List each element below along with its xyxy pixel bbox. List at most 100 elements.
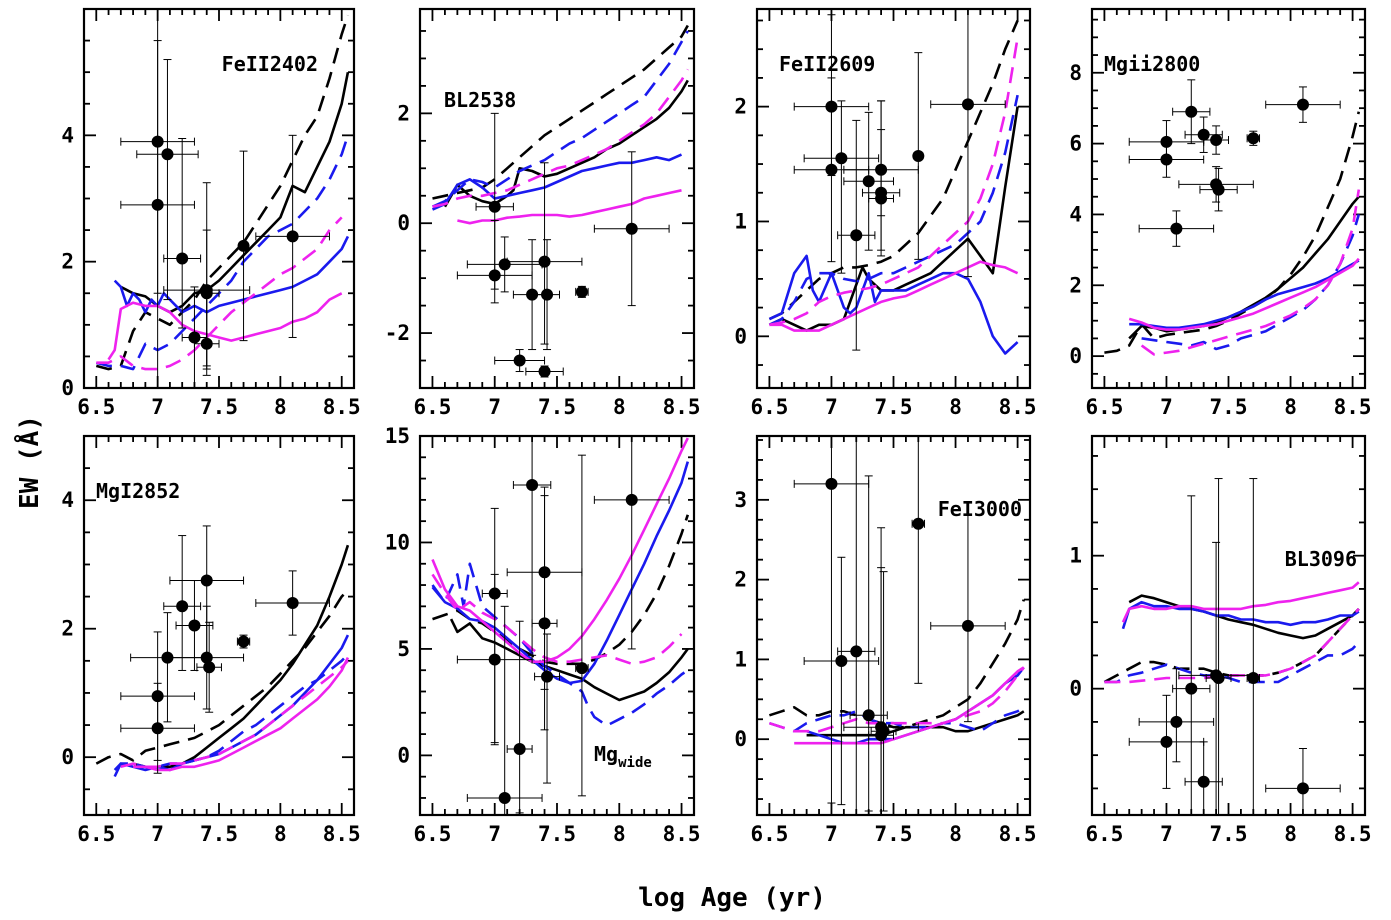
- data-point: [1212, 183, 1225, 196]
- y-tick-label: -2: [385, 321, 410, 345]
- data-point: [961, 619, 974, 632]
- y-tick-label: 1: [734, 209, 747, 233]
- y-tick-label: 6: [1069, 132, 1082, 156]
- y-tick-label: 2: [734, 95, 747, 119]
- data-point: [1210, 134, 1223, 147]
- data-point: [875, 192, 888, 205]
- y-tick-label: 0: [397, 743, 410, 767]
- data-points: [1128, 478, 1341, 815]
- y-tick-label: 10: [385, 530, 410, 554]
- y-tick-label: 2: [61, 617, 74, 641]
- data-point: [1185, 682, 1198, 695]
- x-tick-label: 8: [949, 395, 962, 419]
- x-axis-title: log Age (yr): [638, 883, 826, 913]
- x-tick-label: 7: [488, 395, 501, 419]
- x-tick-label: 8: [949, 822, 962, 846]
- series-line-magenta-solid: [769, 260, 1019, 332]
- series-line-blue-solid: [1121, 600, 1360, 630]
- x-tick-label: 7: [151, 395, 164, 419]
- panel-4: 6.5 7 7.5 8 8.5 0 2 4 6 8 Mgii2800: [1069, 7, 1372, 419]
- series-line-black-dashed: [95, 589, 349, 765]
- y-tick-label: 8: [1069, 61, 1082, 85]
- data-point: [188, 619, 201, 632]
- data-point: [151, 722, 164, 735]
- series-line-black-solid: [132, 544, 350, 769]
- panel-label: FeII2402: [222, 52, 318, 76]
- y-tick-label: 2: [1069, 273, 1082, 297]
- x-tick-label: 7: [151, 822, 164, 846]
- data-point: [200, 651, 213, 664]
- series-line-magenta-solid: [1121, 581, 1360, 623]
- series-line-magenta-dashed: [432, 68, 689, 208]
- data-point: [538, 255, 551, 268]
- data-point: [1296, 782, 1309, 795]
- series-line-blue-solid: [768, 254, 1019, 355]
- plot-frame: [82, 7, 356, 390]
- plot-frame: [755, 7, 1032, 390]
- data-point: [1212, 672, 1225, 685]
- data-point: [1197, 775, 1210, 788]
- series-line-magenta-dashed: [769, 666, 1025, 733]
- x-tick-label: 6.5: [77, 395, 115, 419]
- series-line-magenta-solid: [794, 666, 1025, 745]
- data-point: [203, 661, 216, 674]
- data-points: [793, 9, 1006, 351]
- y-tick-label: 0: [734, 727, 747, 751]
- data-point: [286, 597, 299, 610]
- x-tick-label: 8.5: [663, 395, 701, 419]
- x-tick-label: 8.5: [323, 395, 361, 419]
- series-line-blue-dashed: [1104, 641, 1360, 684]
- panel-8: 6.5 7 7.5 8 8.5 0 1 BL3096: [1069, 434, 1372, 846]
- x-tick-label: 8: [1284, 822, 1297, 846]
- x-tick-label: 6.5: [1085, 395, 1123, 419]
- plot-frame: [755, 434, 1032, 817]
- data-point: [835, 152, 848, 165]
- y-tick-label: 3: [734, 488, 747, 512]
- panel-3: 6.5 7 7.5 8 8.5 0 1 2 FeII2609: [734, 7, 1037, 419]
- panel-7: 6.5 7 7.5 8 8.5 0 1 2 3 FeI3000: [734, 434, 1037, 846]
- series-line-black-dashed: [95, 14, 350, 371]
- x-tick-label: 7.5: [1210, 822, 1248, 846]
- data-point: [488, 269, 501, 282]
- data-points: [120, 9, 330, 388]
- panels: 6.5 7 7.5 8 8.5 0 2 4 FeII2402 6.5 7 7.5 8 8.5 -2 0 2 BL2…: [61, 7, 1372, 846]
- data-point: [1170, 715, 1183, 728]
- x-tick-label: 7.5: [1210, 395, 1248, 419]
- data-point: [513, 354, 526, 367]
- x-tick-label: 6.5: [750, 822, 788, 846]
- data-point: [200, 574, 213, 587]
- data-point: [151, 198, 164, 211]
- data-point: [488, 200, 501, 213]
- series-line-black-dashed: [432, 24, 689, 200]
- data-point: [877, 725, 890, 738]
- data-points: [456, 436, 670, 815]
- data-point: [538, 365, 551, 378]
- series-line-magenta-dashed: [120, 659, 349, 769]
- x-tick-label: 8: [1284, 395, 1297, 419]
- y-tick-label: 4: [1069, 202, 1082, 226]
- x-tick-label: 6.5: [1085, 822, 1123, 846]
- data-point: [541, 288, 554, 301]
- data-point: [498, 258, 511, 271]
- series-line-magenta-dashed: [769, 37, 1019, 327]
- series-line-magenta-solid: [107, 292, 343, 361]
- data-point: [912, 517, 925, 530]
- data-point: [1170, 222, 1183, 235]
- y-tick-label: 2: [397, 101, 410, 125]
- data-point: [237, 239, 250, 252]
- y-tick-label: 0: [61, 376, 74, 400]
- series-line-black-dashed: [768, 19, 1019, 321]
- y-tick-label: 0: [61, 745, 74, 769]
- x-tick-label: 6.5: [413, 395, 451, 419]
- series-line-magenta-dashed: [1140, 189, 1361, 356]
- data-point: [862, 709, 875, 722]
- y-tick-label: 15: [385, 424, 410, 448]
- x-tick-label: 7: [825, 822, 838, 846]
- x-tick-label: 8.5: [323, 822, 361, 846]
- data-point: [237, 635, 250, 648]
- data-point: [1160, 153, 1173, 166]
- panel-label: FeI3000: [938, 497, 1022, 521]
- plot-frame: [418, 434, 696, 817]
- series-line-magenta-solid: [431, 437, 689, 663]
